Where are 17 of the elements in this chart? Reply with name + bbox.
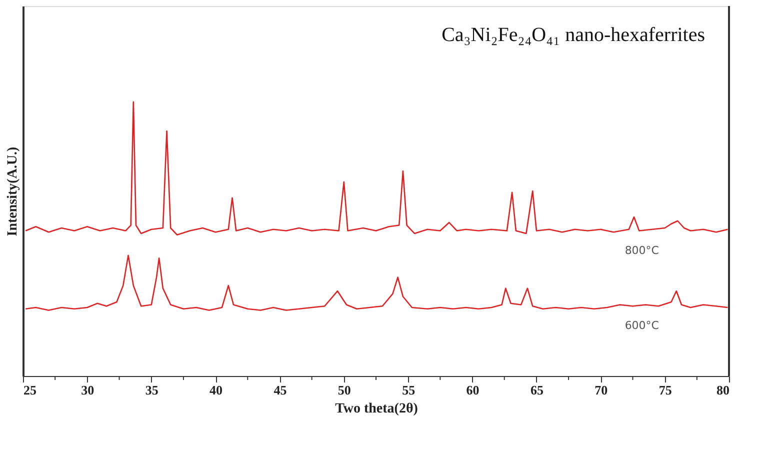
series-label: 800°C: [624, 244, 660, 257]
x-tick-label: 50: [338, 382, 351, 398]
x-tick-label: 25: [24, 382, 37, 398]
x-tick-label: 40: [210, 382, 223, 398]
x-tick-label: 55: [402, 382, 416, 398]
x-tick-label: 80: [716, 382, 730, 398]
x-axis-title: Two theta(2θ): [335, 402, 418, 416]
y-axis-title: Intensity(A.U.): [6, 146, 20, 236]
chart-title: Ca₃Ni₂Fe₂₄O₄₁ nano-hexaferrites: [442, 24, 706, 46]
x-tick-label: 70: [594, 382, 608, 398]
x-tick-label: 45: [274, 382, 288, 398]
x-tick-label: 30: [81, 382, 94, 398]
x-tick-label: 35: [145, 382, 159, 398]
x-tick-label: 75: [658, 382, 672, 398]
series-label: 600°C: [624, 319, 660, 332]
x-tick-label: 60: [466, 382, 480, 398]
x-tick-label: 65: [530, 382, 544, 398]
